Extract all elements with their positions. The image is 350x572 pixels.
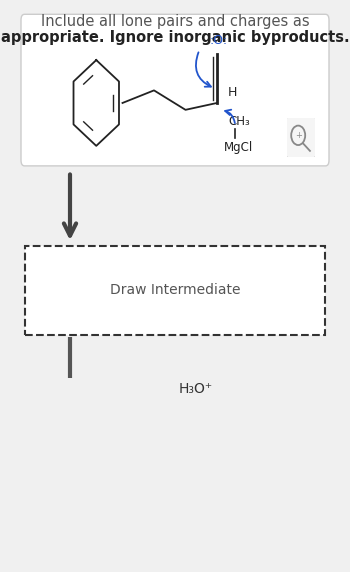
FancyBboxPatch shape — [21, 14, 329, 166]
Text: MgCl: MgCl — [224, 141, 253, 154]
Bar — [25, 246, 326, 335]
Text: appropriate. Ignore inorganic byproducts.: appropriate. Ignore inorganic byproducts… — [1, 30, 349, 45]
Text: H: H — [228, 86, 238, 99]
Text: Include all lone pairs and charges as: Include all lone pairs and charges as — [41, 14, 309, 29]
Text: :O:: :O: — [210, 34, 228, 47]
Text: H₃O⁺: H₃O⁺ — [179, 382, 213, 396]
Text: Draw Intermediate: Draw Intermediate — [110, 283, 240, 297]
Text: CH₃: CH₃ — [228, 115, 250, 128]
